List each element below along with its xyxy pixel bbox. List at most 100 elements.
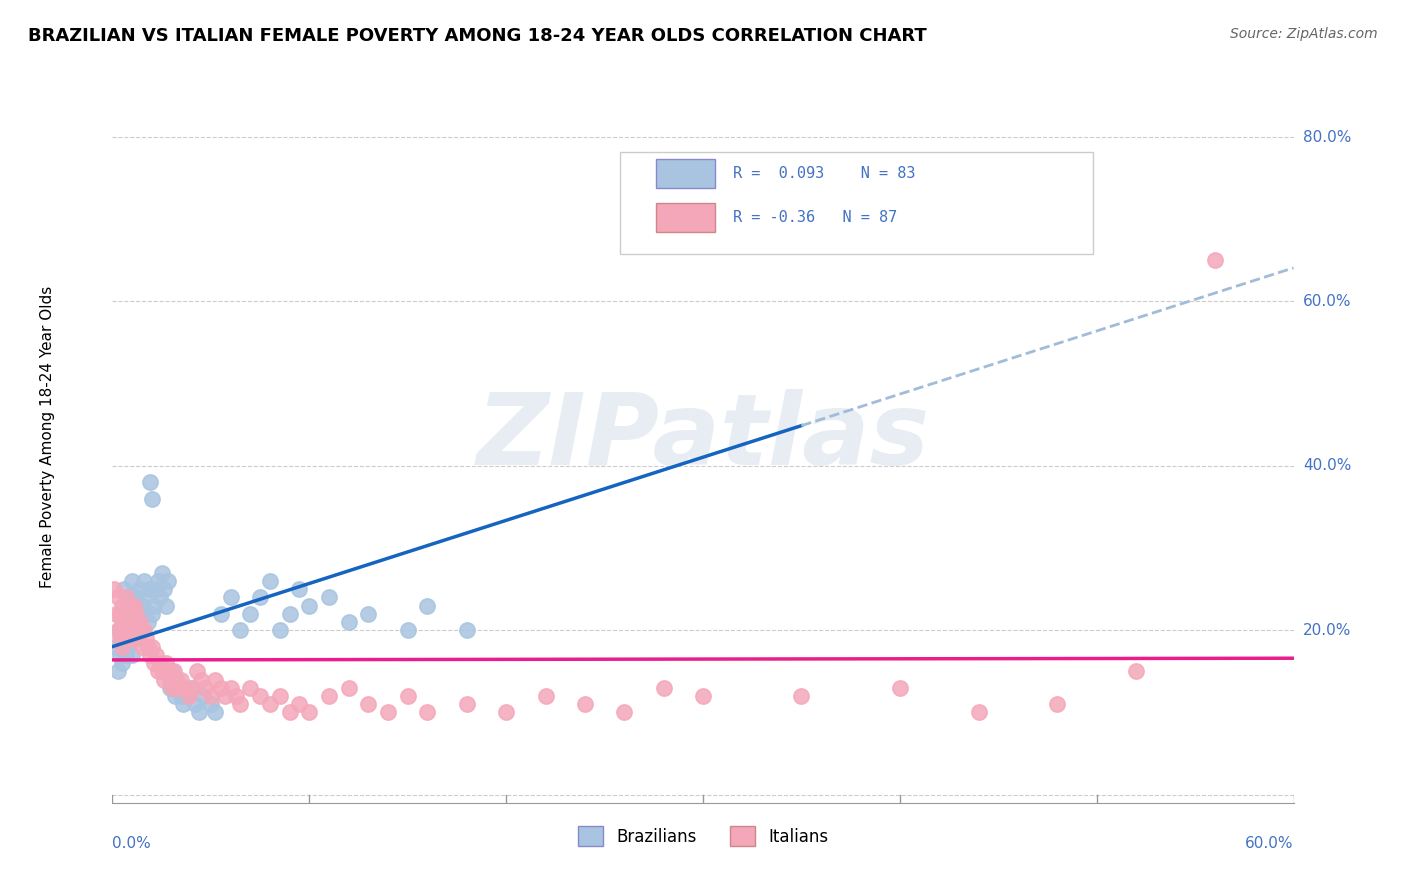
Point xyxy=(122,607,145,621)
Point xyxy=(117,599,139,613)
Point xyxy=(249,689,271,703)
Point xyxy=(239,681,262,695)
Point xyxy=(166,681,188,695)
Point xyxy=(456,697,478,711)
Point xyxy=(150,665,173,679)
Point xyxy=(117,632,139,646)
Point xyxy=(142,599,165,613)
Point xyxy=(204,706,226,720)
Point xyxy=(495,706,517,720)
Point xyxy=(318,689,340,703)
Point xyxy=(115,607,138,621)
Point xyxy=(692,171,714,186)
Point xyxy=(145,648,167,662)
Point xyxy=(209,681,232,695)
Point xyxy=(112,615,135,629)
Point xyxy=(111,632,134,646)
Point xyxy=(416,599,439,613)
Point xyxy=(259,697,281,711)
Point xyxy=(219,591,242,605)
Point xyxy=(259,574,281,588)
Point xyxy=(122,599,145,613)
Point xyxy=(357,697,380,711)
Point xyxy=(357,607,380,621)
Point xyxy=(152,673,174,687)
Point xyxy=(377,706,399,720)
Point xyxy=(120,607,142,621)
Point xyxy=(152,582,174,596)
Point xyxy=(127,607,149,621)
Point xyxy=(162,681,184,695)
Point xyxy=(150,566,173,580)
Point xyxy=(142,656,165,670)
Point xyxy=(129,615,152,629)
Point xyxy=(112,624,135,638)
Point xyxy=(652,681,675,695)
Point xyxy=(132,607,155,621)
Text: R =  0.093    N = 83: R = 0.093 N = 83 xyxy=(733,166,915,181)
FancyBboxPatch shape xyxy=(655,203,714,232)
Point xyxy=(107,624,129,638)
Text: Female Poverty Among 18-24 Year Olds: Female Poverty Among 18-24 Year Olds xyxy=(39,286,55,588)
Point xyxy=(121,624,143,638)
Point xyxy=(103,582,125,596)
Point xyxy=(214,689,236,703)
Point xyxy=(174,681,197,695)
Point xyxy=(160,673,183,687)
Point xyxy=(141,640,163,654)
Point xyxy=(122,615,145,629)
Point xyxy=(115,648,138,662)
Point xyxy=(122,615,145,629)
Point xyxy=(534,689,557,703)
Point xyxy=(120,615,142,629)
Point xyxy=(298,599,321,613)
Point xyxy=(169,681,191,695)
Text: BRAZILIAN VS ITALIAN FEMALE POVERTY AMONG 18-24 YEAR OLDS CORRELATION CHART: BRAZILIAN VS ITALIAN FEMALE POVERTY AMON… xyxy=(28,27,927,45)
Point xyxy=(225,689,247,703)
Point xyxy=(111,656,134,670)
Point xyxy=(186,665,208,679)
Point xyxy=(298,706,321,720)
Point xyxy=(115,632,138,646)
Point xyxy=(146,665,169,679)
Text: 60.0%: 60.0% xyxy=(1303,294,1351,309)
Point xyxy=(156,665,179,679)
Text: 20.0%: 20.0% xyxy=(1303,623,1351,638)
Point xyxy=(129,615,152,629)
Point xyxy=(111,599,134,613)
Point xyxy=(132,624,155,638)
Point xyxy=(188,706,211,720)
Point xyxy=(149,656,172,670)
Point xyxy=(115,607,138,621)
Point xyxy=(229,624,252,638)
Point xyxy=(159,673,181,687)
Point xyxy=(155,656,177,670)
Point xyxy=(120,632,142,646)
Point xyxy=(131,624,153,638)
Point xyxy=(1204,253,1226,268)
Point xyxy=(139,648,162,662)
Point xyxy=(172,697,194,711)
Point xyxy=(613,706,636,720)
Point xyxy=(117,615,139,629)
Point xyxy=(117,624,139,638)
FancyBboxPatch shape xyxy=(620,152,1092,254)
Point xyxy=(269,689,291,703)
Point xyxy=(141,491,163,506)
Point xyxy=(139,582,162,596)
Point xyxy=(1125,665,1147,679)
Point xyxy=(249,591,271,605)
Text: 60.0%: 60.0% xyxy=(1246,836,1294,851)
Legend: Brazilians, Italians: Brazilians, Italians xyxy=(571,820,835,853)
Point xyxy=(318,591,340,605)
Point xyxy=(107,591,129,605)
Point xyxy=(184,697,207,711)
Point xyxy=(239,607,262,621)
Point xyxy=(120,599,142,613)
Point xyxy=(107,665,129,679)
Point xyxy=(194,681,217,695)
Point xyxy=(179,689,201,703)
Point xyxy=(278,706,301,720)
Point xyxy=(181,681,204,695)
Text: Source: ZipAtlas.com: Source: ZipAtlas.com xyxy=(1230,27,1378,41)
